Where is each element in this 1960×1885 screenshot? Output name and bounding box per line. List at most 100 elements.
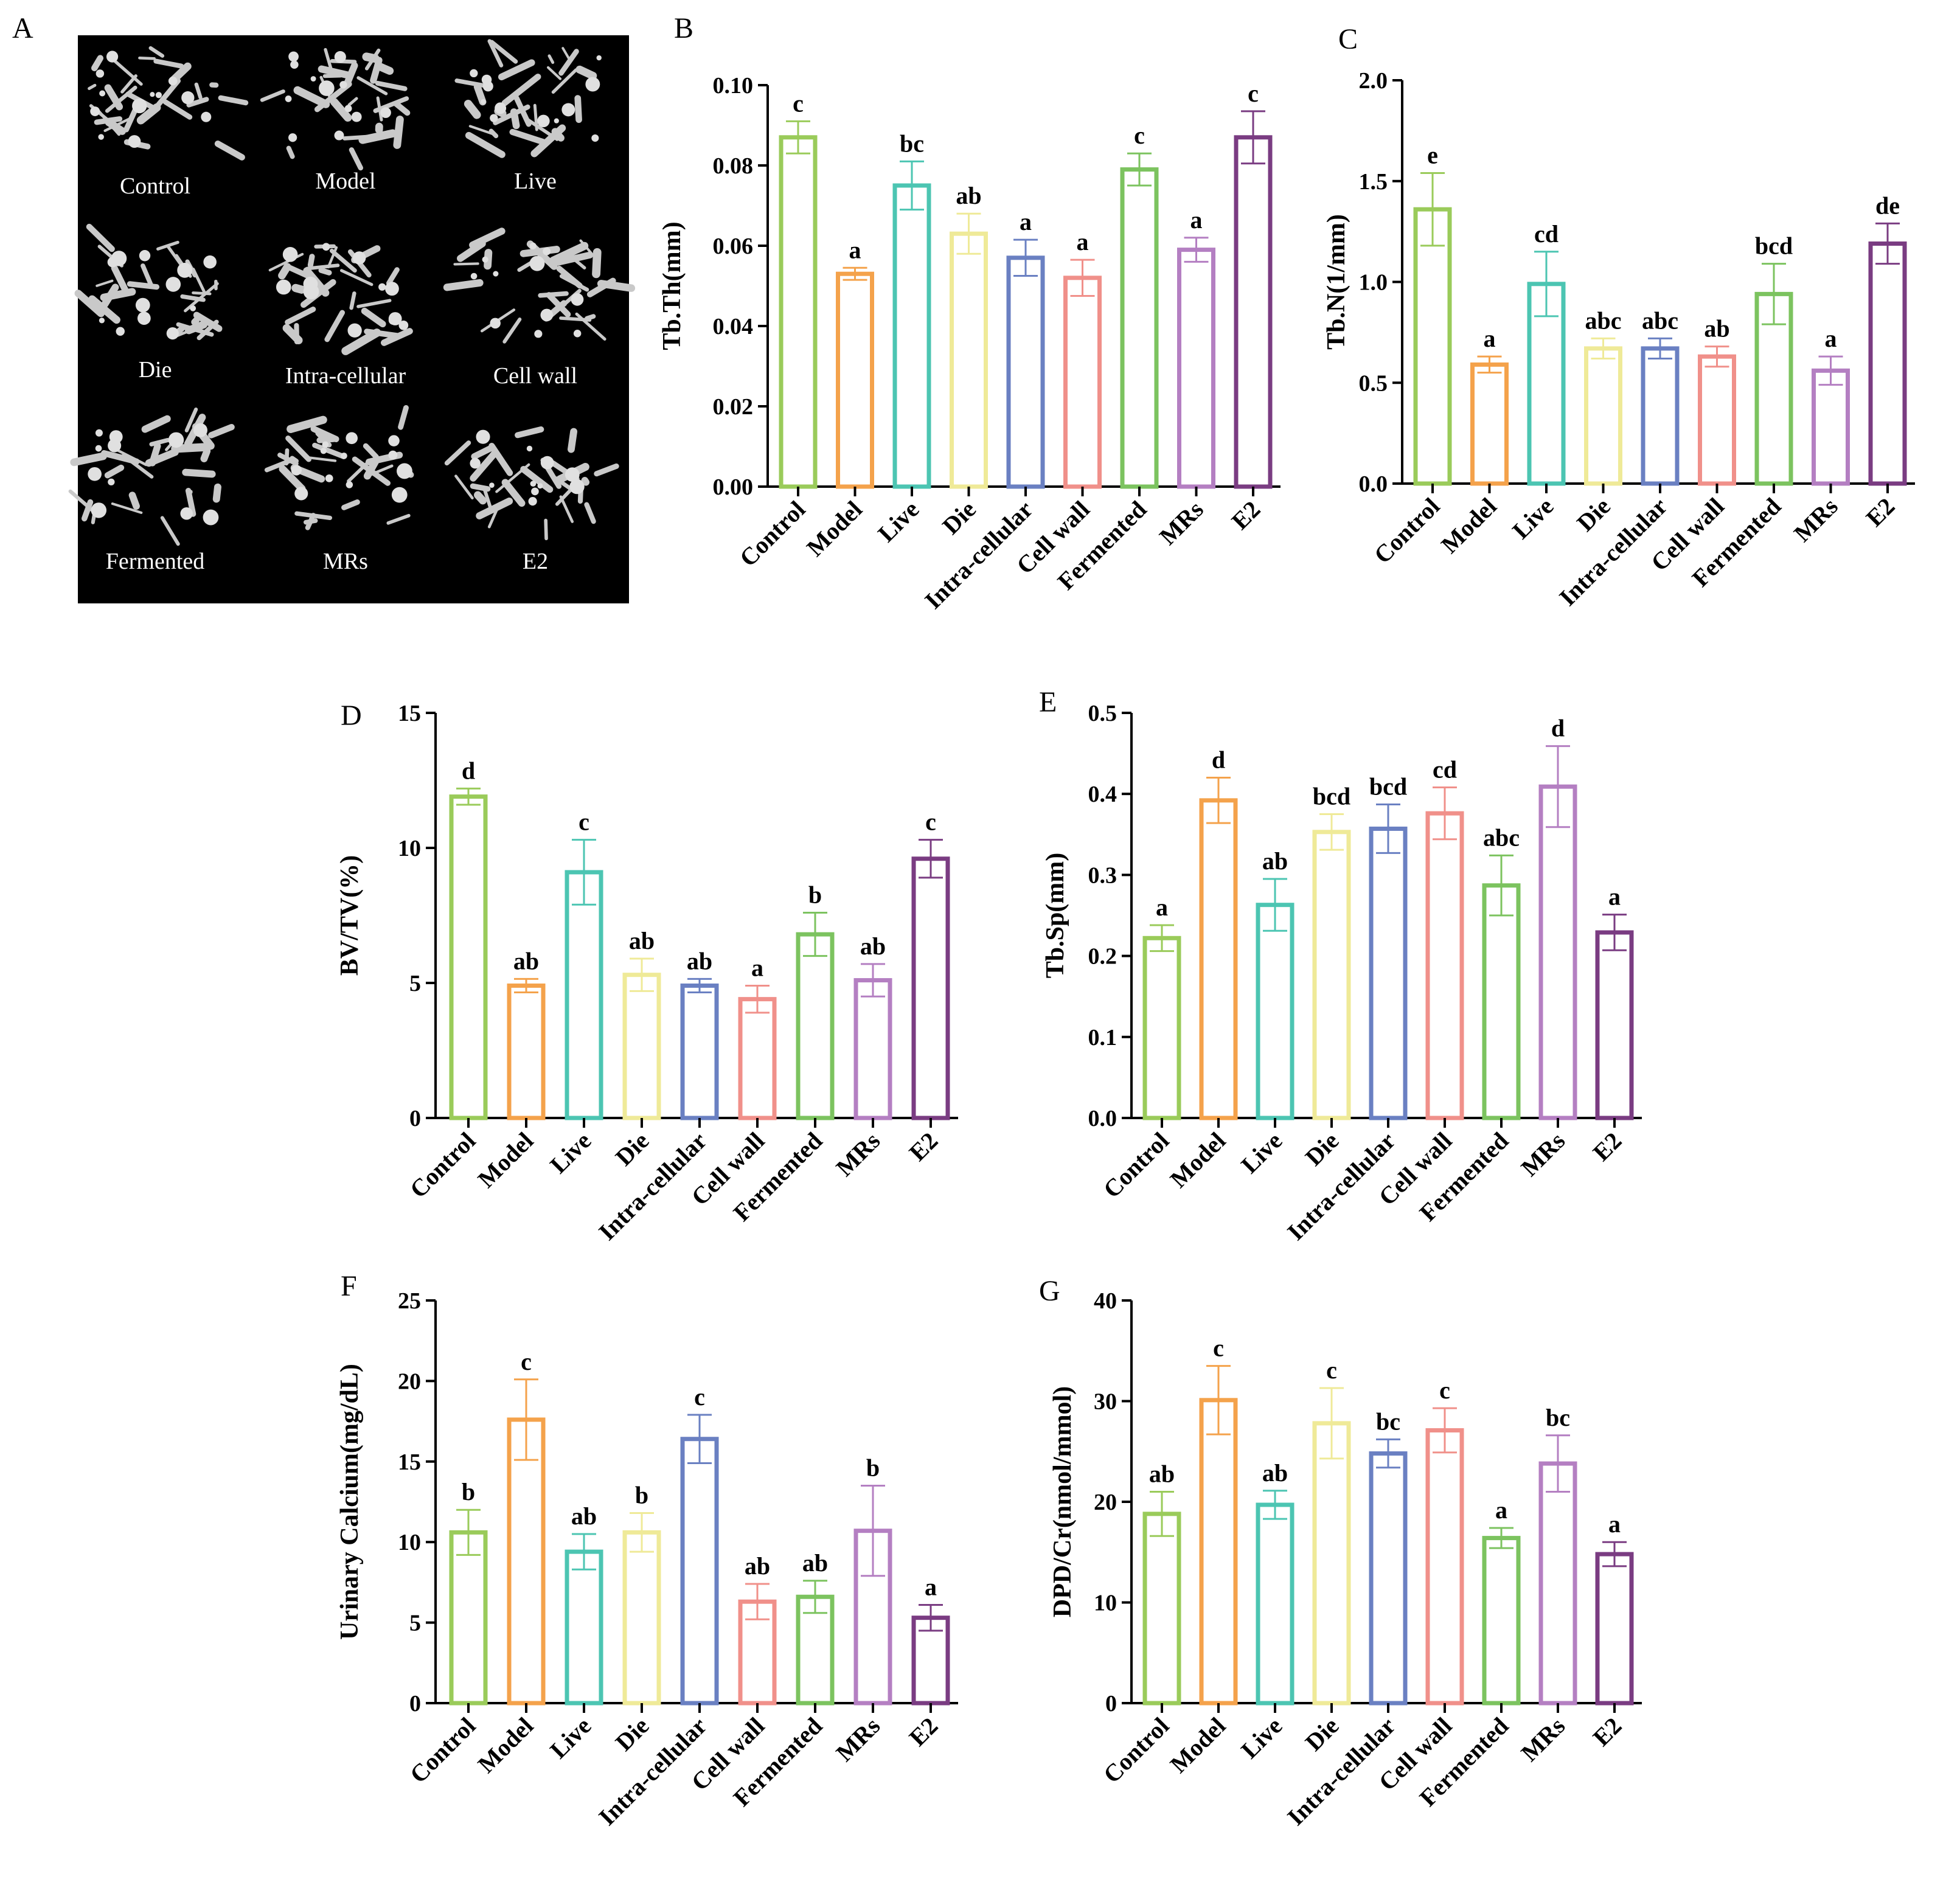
trabecula-node [108,478,115,486]
sig-label-cell-wall: a [1077,228,1089,255]
bar-live [565,870,603,1120]
trabecula-node [530,481,537,487]
trabecula-node [346,432,358,445]
sig-label-model: a [1484,325,1496,352]
trabecula [312,442,347,459]
y-tick-label: 0.0 [1359,471,1388,497]
y-axis-title: Urinary Calcium(mg/dL) [336,1364,364,1640]
trabecula-node [591,134,599,142]
trabecula [171,443,212,453]
trabecula-node [531,487,539,496]
trabecula-node [569,479,585,495]
trabecula-node [528,497,537,506]
trabecula [88,295,120,324]
trabecula [308,456,337,462]
trabecula [285,436,311,462]
trabecula-node [351,111,362,122]
category-label-control: Control [734,496,811,572]
trabecula [375,62,394,75]
category-label-control: Control [1369,493,1445,569]
trabecula [364,328,403,339]
bar-control [1142,936,1181,1120]
trabecula-node [470,273,478,280]
category-label-model: Model [1165,1712,1231,1779]
trabecula [594,463,619,477]
trabecula [597,280,636,292]
sig-label-die: abc [1585,307,1622,334]
sig-label-fermented: abc [1483,824,1520,851]
trabecula [160,516,180,546]
trabecula-node [482,81,493,92]
panel-letter-g: G [1039,1275,1060,1307]
sig-label-cell-wall: a [751,954,763,981]
trabecula [393,116,404,149]
sig-label-model: ab [513,947,539,974]
trabecula-node [168,432,184,448]
trabecula [218,95,249,106]
microct-image-live: Live [454,39,602,194]
trabecula-node [303,283,319,300]
sig-label-mrs: b [866,1454,880,1482]
sig-label-die: c [1326,1356,1337,1384]
microct-label-control: Control [120,173,190,199]
trabecula-node [534,330,543,338]
trabecula-node [282,247,298,262]
panel-letter-b: B [674,12,693,44]
bar-control [449,794,488,1120]
y-axis-title: Tb.Th(mm) [658,221,686,350]
category-label-mrs: MRs [830,1127,885,1182]
panel-letter-a: A [12,12,33,44]
bar-cell-wall [1425,811,1464,1120]
trabecula [200,447,211,463]
trabecula [318,65,353,80]
trabecula [339,269,374,286]
category-label-control: Control [1098,1712,1175,1789]
sig-label-control: b [462,1478,475,1505]
y-tick-label: 15 [398,701,421,726]
trabecula-node [391,487,408,503]
trabecula [153,58,184,69]
trabecula [559,316,592,322]
bar-control [779,135,818,489]
bar-model [1199,798,1238,1120]
y-tick-label: 0.10 [713,73,754,99]
y-tick-label: 30 [1094,1389,1117,1415]
y-tick-label: 0.4 [1088,782,1117,807]
trabecula-node [341,453,347,459]
trabecula [286,145,295,159]
microct-label-fermented: Fermented [106,549,205,574]
trabecula [182,468,216,478]
trabecula-node [537,483,543,489]
trabecula [443,279,484,291]
y-tick-label: 1.5 [1359,169,1388,195]
panel-letter-f: F [341,1270,357,1302]
bar-mrs [1538,784,1577,1120]
bar-die [950,231,988,489]
trabecula-node [294,487,308,501]
trabecula [81,499,94,522]
trabecula-node [490,318,501,329]
trabecula-node [285,95,292,102]
chart-e: E 0.0 0.1 0.2 0.3 0.4 0.5 Tb.Sp(mm) a Control d Mod… [1039,686,1642,1246]
microct-label-cell-wall: Cell wall [493,363,577,389]
bar-e2 [1595,1552,1634,1706]
category-label-mrs: MRs [1154,496,1209,550]
category-label-e2: E2 [904,1127,944,1167]
y-tick-label: 20 [398,1369,421,1394]
trabecula [279,465,306,493]
trabecula [86,223,115,252]
trabecula [192,268,206,294]
microct-label-e2: E2 [523,549,548,574]
category-label-mrs: MRs [1515,1127,1570,1182]
trabecula [474,491,487,505]
sig-label-e2: a [1608,883,1621,911]
y-tick-label: 1.0 [1359,270,1388,296]
trabecula-node [529,242,537,249]
y-tick-label: 15 [398,1449,421,1475]
trabecula [282,324,303,345]
trabecula [303,518,318,525]
trabecula-node [352,251,366,265]
trabecula [470,483,491,492]
sig-label-die: b [635,1482,648,1509]
trabecula-node [107,257,118,268]
